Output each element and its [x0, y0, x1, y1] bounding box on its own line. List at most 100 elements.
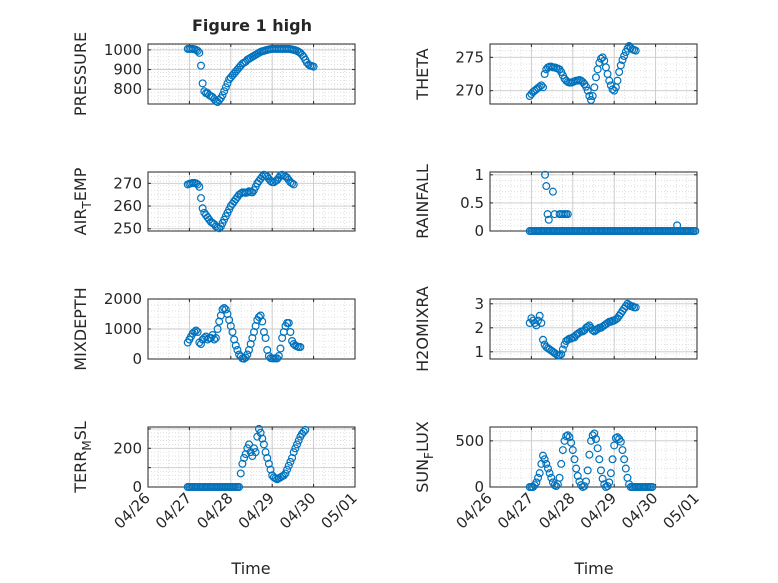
data-point [582, 477, 591, 486]
data-point [577, 481, 586, 490]
data-point [218, 91, 227, 100]
data-point [542, 459, 551, 468]
data-point [555, 473, 564, 482]
data-point [299, 427, 308, 436]
y-axis-label-subscript: M [80, 440, 94, 450]
data-point [238, 459, 247, 468]
data-point [605, 76, 614, 85]
y-axis-label: RAINFALL [413, 164, 432, 239]
y-axis-label-rest: SL [71, 421, 90, 440]
data-point [537, 81, 546, 90]
data-point [691, 227, 700, 236]
data-point [541, 170, 550, 179]
data-point [590, 83, 599, 92]
data-point [595, 455, 604, 464]
data-point [538, 335, 547, 344]
data-point [544, 215, 553, 224]
y-axis-label: AIRTEMP [71, 167, 94, 235]
data-point [296, 343, 305, 352]
data-point [276, 344, 285, 353]
data-point [258, 434, 267, 443]
data-point [220, 304, 229, 313]
data-point [567, 438, 576, 447]
subplot-8: 050004/2604/2704/2804/2904/3005/01SUNFLU… [413, 421, 703, 532]
data-point [195, 48, 204, 57]
data-point [591, 73, 600, 82]
data-point [248, 188, 257, 197]
data-point [591, 435, 600, 444]
data-point [240, 453, 249, 462]
data-point [605, 478, 614, 487]
x-tick-label: 05/01 [660, 489, 703, 532]
data-point [618, 446, 627, 455]
data-point [593, 444, 602, 453]
data-point [254, 424, 263, 433]
y-axis-label-subscript: F [422, 452, 436, 459]
x-tick-label: 04/30 [276, 489, 319, 532]
data-point [210, 335, 219, 344]
subplot-4: 0 0.5 1 RAINFALL [413, 164, 700, 240]
y-axis-label-rest: LUX [413, 421, 432, 452]
data-point [555, 351, 564, 360]
data-point [289, 180, 298, 189]
data-point [284, 319, 293, 328]
data-point [565, 433, 574, 442]
data-point [620, 455, 629, 464]
data-point [620, 51, 629, 60]
data-point [221, 305, 230, 314]
data-point [198, 204, 207, 213]
y-tick-label: 0 [474, 222, 484, 240]
plot-area [490, 172, 697, 231]
data-point [542, 182, 551, 191]
y-axis-label-main: THETA [413, 48, 432, 100]
data-point [552, 482, 561, 491]
data-point [258, 317, 267, 326]
y-axis-label-main: PRESSURE [71, 32, 90, 116]
data-point [251, 448, 260, 457]
y-axis-label: MIXDEPTH [71, 287, 90, 370]
data-point [236, 469, 245, 478]
data-point [289, 448, 298, 457]
y-axis-label: H2OMIXRA [413, 286, 432, 372]
y-axis-label: SUNFLUX [413, 421, 436, 493]
data-point [301, 425, 310, 434]
y-tick-label: 1 [474, 166, 484, 184]
y-tick-label: 1 [474, 343, 484, 361]
y-tick-label: 2000 [104, 290, 142, 308]
data-point [264, 459, 273, 468]
data-point [263, 453, 272, 462]
data-point [283, 465, 292, 474]
axes-box [489, 298, 698, 360]
plot-area [148, 172, 355, 231]
data-point [233, 346, 242, 355]
data-point [545, 469, 554, 478]
y-tick-label: 1000 [104, 320, 142, 338]
subplot-3: 250 260 270 AIRTEMP [71, 167, 356, 238]
y-tick-label: 1000 [104, 41, 142, 59]
y-tick-label: 0 [132, 350, 142, 368]
data-point [235, 483, 244, 492]
data-point [245, 440, 254, 449]
data-point [616, 437, 625, 446]
x-tick-label: 04/27 [152, 489, 195, 532]
data-point [580, 482, 589, 491]
data-point [648, 483, 657, 492]
x-tick-label: 04/29 [235, 489, 278, 532]
data-point [570, 455, 579, 464]
data-point [537, 319, 546, 328]
subplot-2: 270 275 THETA [413, 41, 698, 105]
axes-box [147, 43, 356, 105]
data-point [198, 79, 207, 88]
y-tick-label: 0.5 [460, 194, 484, 212]
data-point [535, 469, 544, 478]
data-point [266, 465, 275, 474]
data-point [293, 440, 302, 449]
data-point [583, 86, 592, 95]
x-tick-label: 05/01 [318, 489, 361, 532]
data-point [540, 455, 549, 464]
data-point [193, 180, 202, 189]
data-point [587, 95, 596, 104]
data-point [582, 82, 591, 91]
data-point [288, 453, 297, 462]
